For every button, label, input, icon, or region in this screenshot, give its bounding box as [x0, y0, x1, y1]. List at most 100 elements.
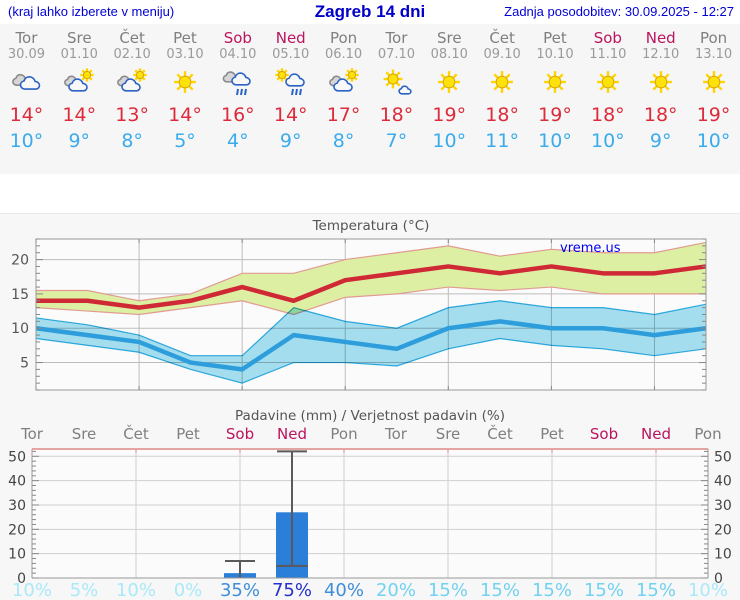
temp-max: 14°	[62, 104, 97, 126]
day-name: Ned	[645, 29, 676, 47]
svg-text:20: 20	[11, 253, 29, 269]
sunny-icon	[165, 67, 205, 99]
day-date: 07.10	[377, 47, 416, 62]
forecast-day: Pet 03.10 14° 5°	[159, 24, 212, 174]
temp-min: 7°	[385, 130, 408, 152]
last-updated: Zadnja posodobitev: 30.09.2025 - 12:27	[504, 4, 734, 19]
precip-probability: 10%	[688, 580, 728, 600]
forecast-day: Sre 01.10 14° 9°	[53, 24, 106, 174]
temp-min: 10°	[591, 130, 625, 152]
temp-max: 14°	[273, 104, 308, 126]
day-date: 30.09	[7, 47, 46, 62]
day-date: 02.10	[113, 47, 151, 62]
temp-max: 16°	[221, 104, 255, 126]
precip-probability: 35%	[220, 580, 260, 600]
precip-day-label: Čet	[123, 424, 149, 443]
temp-min: 10°	[696, 130, 731, 152]
forecast-day: Sob 04.10 16° 4°	[211, 24, 264, 174]
svg-text:40: 40	[8, 474, 26, 490]
svg-text:10: 10	[714, 547, 732, 563]
temp-min: 11°	[485, 130, 519, 152]
sunny-icon	[588, 67, 628, 99]
day-name: Pet	[543, 29, 567, 47]
partly-sunny-icon	[112, 67, 152, 99]
temp-max: 14°	[168, 104, 202, 126]
day-name: Sre	[66, 29, 92, 47]
temp-max: 18°	[485, 104, 519, 126]
svg-text:50: 50	[714, 449, 732, 465]
day-date: 13.10	[694, 47, 733, 62]
temp-max: 19°	[538, 104, 572, 126]
svg-text:10: 10	[8, 547, 26, 563]
sunny-icon	[429, 67, 469, 99]
forecast-day: Pon 06.10 17° 8°	[317, 24, 370, 174]
precip-probability: 15%	[428, 580, 468, 600]
precipitation-chart-title: Padavine (mm) / Verjetnost padavin (%)	[235, 408, 505, 424]
temp-min: 9°	[279, 130, 302, 152]
precip-day-label: Tor	[384, 425, 408, 443]
svg-text:30: 30	[8, 498, 26, 514]
svg-text:0: 0	[17, 571, 26, 587]
temp-max: 19°	[696, 104, 731, 126]
temperature-chart-title: Temperatura (°C)	[312, 218, 430, 234]
forecast-day: Čet 09.10 18° 11°	[476, 24, 529, 174]
temp-min: 5°	[174, 130, 196, 152]
svg-text:40: 40	[714, 474, 732, 490]
day-date: 03.10	[166, 47, 204, 62]
temp-max: 18°	[591, 104, 625, 126]
svg-text:5: 5	[20, 356, 29, 372]
temp-max: 18°	[379, 104, 414, 126]
forecast-day: Čet 02.10 13° 8°	[106, 24, 159, 174]
temp-max: 17°	[326, 104, 361, 126]
temp-min: 10°	[432, 130, 467, 152]
forecast-day: Sob 11.10 18° 10°	[581, 24, 634, 174]
day-name: Tor	[15, 29, 38, 47]
temperature-chart: 5 10 15 20 Temperatura (°C) vreme.us	[11, 218, 707, 391]
sunny-icon	[694, 67, 734, 99]
day-name: Pet	[173, 29, 197, 47]
temp-min: 8°	[332, 130, 355, 152]
precip-probability: 20%	[376, 580, 416, 600]
cloudy-icon	[6, 67, 46, 99]
forecast-day: Tor 07.10 18° 7°	[370, 24, 423, 174]
day-name: Sob	[593, 29, 622, 47]
temp-max: 19°	[432, 104, 467, 126]
svg-text:0: 0	[714, 571, 723, 587]
day-name: Čet	[119, 29, 145, 47]
precip-day-label: Tor	[20, 425, 44, 443]
vreme-us-watermark[interactable]: vreme.us	[560, 241, 621, 256]
precip-day-label: Sob	[590, 425, 618, 443]
temp-max: 18°	[643, 104, 678, 126]
temp-min: 10°	[538, 130, 572, 152]
svg-text:10: 10	[11, 321, 29, 337]
precip-day-label: Sre	[72, 425, 97, 443]
day-date: 06.10	[324, 47, 363, 62]
day-date: 12.10	[642, 47, 680, 62]
precip-day-label: Čet	[487, 424, 513, 443]
precip-probability: 5%	[70, 580, 99, 600]
mostly-sunny-icon	[376, 67, 416, 99]
day-date: 04.10	[219, 47, 257, 62]
precip-probability: 75%	[272, 580, 312, 600]
precip-day-label: Pet	[176, 425, 200, 443]
day-date: 11.10	[589, 47, 627, 62]
day-date: 01.10	[60, 47, 98, 62]
precip-probability: 15%	[584, 580, 624, 600]
precip-day-label: Sob	[226, 425, 254, 443]
day-date: 05.10	[272, 47, 310, 62]
day-name: Pon	[699, 29, 728, 47]
precip-day-label: Sre	[436, 425, 461, 443]
partly-sunny-icon	[324, 67, 364, 99]
partly-sunny-icon	[59, 67, 99, 99]
day-name: Sre	[436, 29, 462, 47]
temp-max: 14°	[9, 104, 44, 126]
day-date: 08.10	[430, 47, 468, 62]
svg-text:50: 50	[8, 449, 26, 465]
temp-min: 10°	[9, 130, 44, 152]
tmax-line	[36, 264, 707, 310]
precip-probability: 10%	[12, 580, 52, 600]
precip-day-label: Ned	[277, 425, 307, 443]
precip-day-label: Pet	[540, 425, 564, 443]
header: (kraj lahko izberete v meniju) Zagreb 14…	[0, 0, 740, 24]
